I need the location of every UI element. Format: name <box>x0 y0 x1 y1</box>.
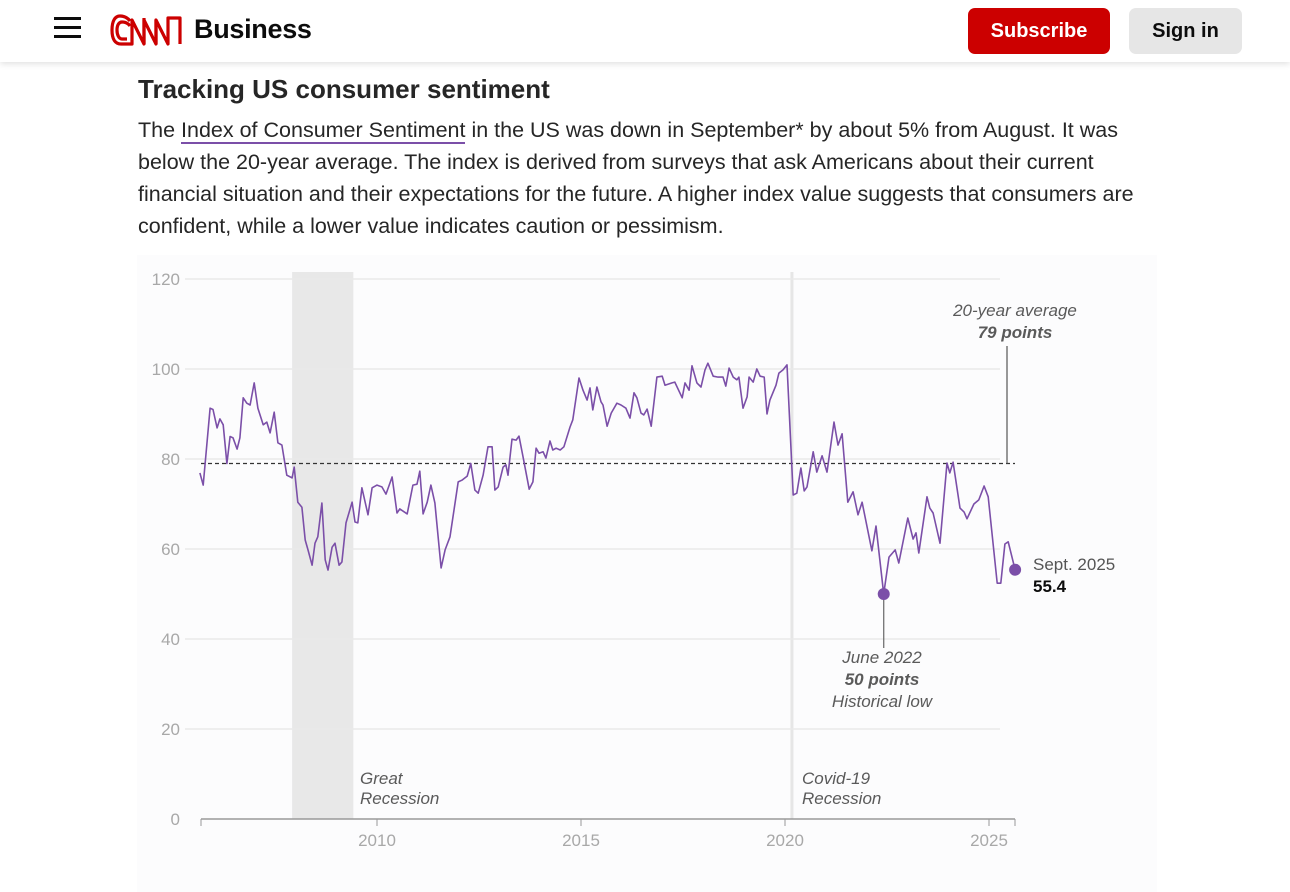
y-tick-label: 100 <box>152 360 180 379</box>
site-header: Business Subscribe Sign in <box>0 0 1290 62</box>
x-tick-label: 2015 <box>562 831 600 850</box>
chart-heading: Tracking US consumer sentiment <box>138 74 550 104</box>
index-link[interactable]: Index of Consumer Sentiment <box>181 118 466 144</box>
cnn-logo[interactable] <box>110 12 184 50</box>
x-tick-label: 2020 <box>766 831 804 850</box>
section-name[interactable]: Business <box>194 14 312 44</box>
desc-text: The <box>138 118 182 142</box>
y-tick-label: 80 <box>161 450 180 469</box>
y-tick-label: 60 <box>161 540 180 559</box>
low-value: 50 points <box>845 670 920 689</box>
covid-label: Covid-19 <box>802 769 871 788</box>
covid-label: Recession <box>802 789 881 808</box>
y-tick-label: 0 <box>171 810 180 829</box>
y-tick-label: 20 <box>161 720 180 739</box>
y-tick-label: 40 <box>161 630 180 649</box>
x-tick-label: 2025 <box>970 831 1008 850</box>
hamburger-menu-icon[interactable] <box>54 17 81 39</box>
average-value: 79 points <box>978 323 1053 342</box>
y-tick-label: 120 <box>152 270 180 289</box>
latest-value: 55.4 <box>1033 577 1067 596</box>
sentiment-line <box>199 362 1016 595</box>
recession-label: Recession <box>360 789 439 808</box>
sign-in-button[interactable]: Sign in <box>1129 8 1242 54</box>
desc-text: in the US was down in September* by abou… <box>138 118 1134 238</box>
average-label: 20-year average <box>952 301 1077 320</box>
latest-point-marker <box>1009 563 1022 576</box>
subscribe-button[interactable]: Subscribe <box>968 8 1110 54</box>
latest-date: Sept. 2025 <box>1033 555 1115 574</box>
x-tick-label: 2010 <box>358 831 396 850</box>
low-date: June 2022 <box>841 648 922 667</box>
recession-label: Great <box>360 769 404 788</box>
low-point-marker <box>877 588 890 600</box>
low-note: Historical low <box>832 692 934 711</box>
chart-description: The Index of Consumer Sentiment in the U… <box>138 114 1168 242</box>
